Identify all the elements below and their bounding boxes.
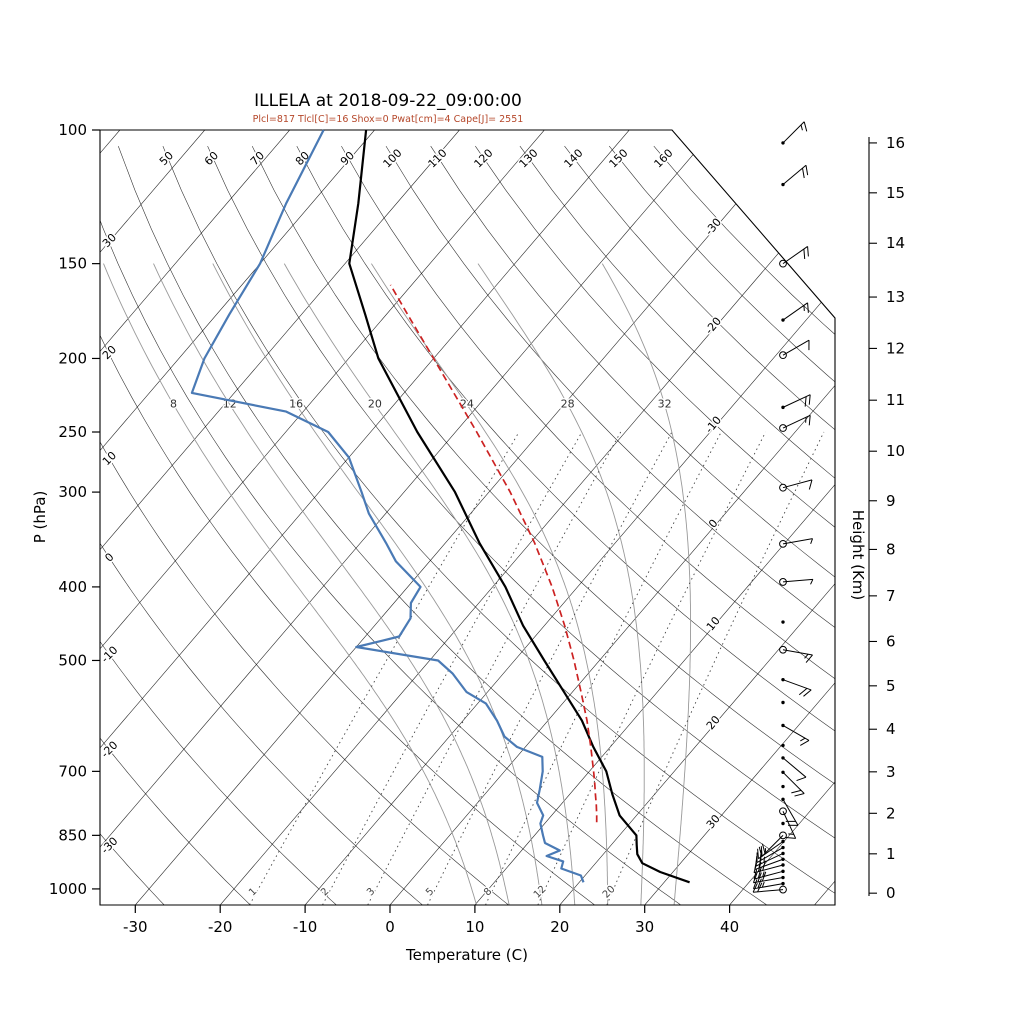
height-tick-label: 12: [886, 339, 905, 357]
pressure-tick-label: 1000: [49, 880, 87, 898]
moist-adiabat-label: 28: [561, 398, 575, 411]
height-tick-label: 6: [886, 632, 896, 650]
height-tick-label: 15: [886, 184, 905, 202]
pressure-tick-label: 200: [58, 349, 87, 367]
temperature-tick-label: -20: [208, 918, 233, 936]
height-tick-label: 5: [886, 677, 896, 695]
wind-barb: [781, 822, 784, 825]
height-axis-label: Height (Km): [849, 510, 867, 601]
wind-barb: [781, 701, 784, 704]
height-tick-label: 4: [886, 720, 896, 738]
pressure-tick-label: 400: [58, 578, 87, 596]
temperature-axis-label: Temperature (C): [405, 946, 528, 964]
pressure-tick-label: 150: [58, 255, 87, 273]
height-tick-label: 1: [886, 845, 896, 863]
moist-adiabat-label: 8: [170, 398, 177, 411]
height-tick-label: 0: [886, 884, 896, 902]
pressure-tick-label: 100: [58, 121, 87, 139]
height-tick-label: 7: [886, 587, 896, 605]
temperature-tick-label: 20: [550, 918, 569, 936]
wind-barb: [781, 744, 784, 747]
chart-params-subtitle: Plcl=817 Tlcl[C]=16 Shox=0 Pwat[cm]=4 Ca…: [253, 114, 524, 125]
height-tick-label: 10: [886, 442, 905, 460]
height-tick-label: 11: [886, 391, 905, 409]
height-tick-label: 3: [886, 763, 896, 781]
height-tick-label: 16: [886, 134, 905, 152]
height-tick-label: 14: [886, 234, 905, 252]
chart-title: ILLELA at 2018-09-22_09:00:00: [254, 91, 522, 111]
height-tick-label: 13: [886, 288, 905, 306]
temperature-tick-label: 10: [465, 918, 484, 936]
moist-adiabat-label: 16: [289, 398, 303, 411]
temperature-tick-label: 0: [385, 918, 395, 936]
moist-adiabat-label: 20: [368, 398, 382, 411]
height-tick-label: 2: [886, 804, 896, 822]
pressure-tick-label: 700: [58, 762, 87, 780]
pressure-tick-label: 300: [58, 483, 87, 501]
moist-adiabat-label: 32: [658, 398, 672, 411]
wind-barb: [781, 620, 784, 623]
height-tick-label: 9: [886, 492, 896, 510]
pressure-axis-label: P (hPa): [31, 491, 49, 544]
temperature-tick-label: 30: [635, 918, 654, 936]
wind-barb: [781, 785, 784, 788]
pressure-tick-label: 250: [58, 423, 87, 441]
pressure-tick-label: 500: [58, 651, 87, 669]
temperature-tick-label: -10: [293, 918, 318, 936]
temperature-tick-label: -30: [123, 918, 148, 936]
height-tick-label: 8: [886, 540, 896, 558]
temperature-tick-label: 40: [720, 918, 739, 936]
pressure-tick-label: 850: [58, 826, 87, 844]
